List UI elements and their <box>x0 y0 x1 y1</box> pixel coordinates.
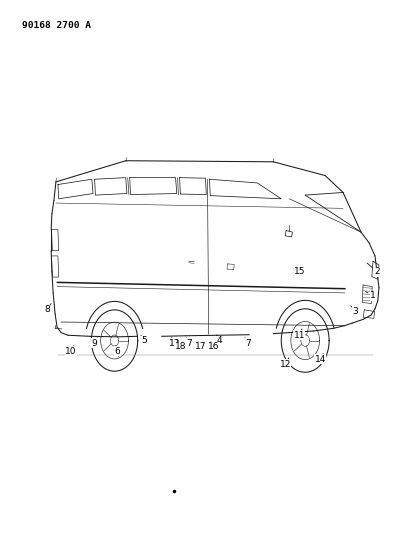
Text: 1: 1 <box>370 291 376 300</box>
Text: 12: 12 <box>280 360 291 369</box>
Text: 7: 7 <box>246 338 251 348</box>
Text: 17: 17 <box>195 342 206 351</box>
Text: 3: 3 <box>352 307 358 316</box>
Text: 6: 6 <box>115 346 120 356</box>
Text: 15: 15 <box>293 267 305 276</box>
Text: 8: 8 <box>44 305 50 314</box>
Text: 2: 2 <box>374 267 380 276</box>
Text: 18: 18 <box>174 342 186 351</box>
Text: 14: 14 <box>315 354 326 364</box>
Text: 13: 13 <box>168 338 180 348</box>
Text: 4: 4 <box>217 336 222 345</box>
Text: 11: 11 <box>293 331 305 340</box>
Text: 10: 10 <box>65 346 77 356</box>
Text: 7: 7 <box>186 338 191 348</box>
Text: 16: 16 <box>208 342 219 351</box>
Text: 9: 9 <box>92 338 98 348</box>
Text: 90168 2700 A: 90168 2700 A <box>22 21 91 30</box>
Text: 5: 5 <box>141 336 147 345</box>
